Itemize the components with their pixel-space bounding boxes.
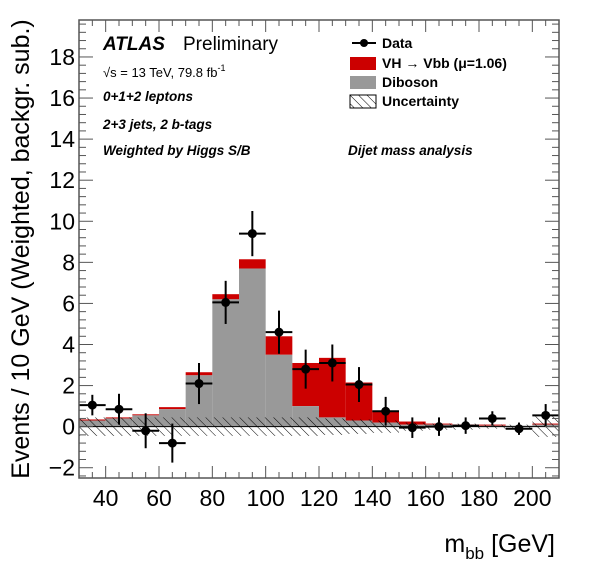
data-point [212,280,239,324]
x-axis-label: mbb [GeV] [444,530,555,563]
y-tick-label: 0 [62,414,75,440]
data-marker [327,358,337,368]
data-point [265,310,293,354]
data-marker [194,379,204,389]
data-marker [434,422,444,432]
legend-item-uncertainty: Uncertainty [349,93,459,109]
x-tick-label: 80 [200,485,226,511]
data-point [345,367,373,403]
histogram-bars [79,259,559,427]
data-point [479,411,506,426]
x-tick-label: 180 [460,485,498,511]
y-tick-label: −2 [49,455,75,481]
x-axis-ticks: 40 60 80 100 120 140 160 180 200 [78,20,560,511]
data-marker [514,424,524,434]
preliminary-label: Preliminary [183,34,279,55]
data-marker [167,438,177,448]
data-marker [87,400,97,410]
data-marker [301,364,311,374]
jets-label: 2+3 jets, 2 b-tags [102,117,213,132]
legend-uncertainty-swatch [349,94,377,109]
channel-label: 0+1+2 leptons [103,89,194,104]
data-point [79,394,106,416]
y-tick-label: 8 [62,249,75,275]
data-marker [274,327,284,337]
data-point [505,422,533,435]
y-tick-label: 16 [49,85,75,111]
data-point [159,423,186,463]
legend-item-data: Data [352,35,413,51]
data-marker [381,406,391,416]
y-tick-label: 12 [49,167,75,193]
data-marker [487,413,497,423]
analysis-label: Dijet mass analysis [348,143,473,158]
vh-bar [159,407,186,410]
svg-text:Diboson: Diboson [382,74,438,90]
data-marker [247,229,257,239]
legend: Data VH → Vbb (μ=1.06) Diboson Uncertain… [349,35,507,109]
y-tick-label: 2 [62,373,75,399]
data-marker [114,404,124,414]
legend-vh-swatch [350,57,376,70]
data-marker [461,421,471,431]
data-marker [141,426,151,436]
data-point [399,417,426,438]
x-tick-label: 120 [300,485,338,511]
x-tick-label: 200 [513,485,551,511]
energy-label: √s = 13 TeV, 79.8 fb-1 [103,63,226,80]
data-point [185,362,213,405]
data-point [132,413,159,449]
vh-bar [239,259,266,269]
data-point [105,393,133,425]
y-tick-label: 4 [62,332,75,358]
data-marker [354,380,364,390]
y-tick-label: 14 [49,126,75,152]
x-tick-label: 140 [353,485,391,511]
legend-item-diboson: Diboson [350,74,438,90]
legend-data-marker [360,39,368,47]
diboson-bar [265,354,293,427]
data-point [319,344,346,382]
y-axis-ticks: −2 0 2 4 6 8 10 12 14 16 18 [49,23,559,481]
data-points [79,211,559,463]
data-marker [541,410,551,420]
x-tick-label: 160 [406,485,444,511]
data-point [239,211,266,257]
data-marker [407,423,417,433]
data-point [292,349,319,389]
y-tick-label: 6 [62,290,75,316]
atlas-label: ATLAS [102,34,165,55]
y-axis-label: Events / 10 GeV (Weighted, backgr. sub.) [7,19,35,479]
x-tick-label: 40 [93,485,119,511]
data-marker [221,297,231,307]
y-tick-label: 18 [49,44,75,70]
y-tick-label: 10 [49,208,75,234]
data-point [372,396,399,426]
data-point [532,404,559,427]
svg-text:Uncertainty: Uncertainty [382,93,459,109]
svg-text:VH → Vbb (μ=1.06): VH → Vbb (μ=1.06) [382,55,507,71]
legend-item-vh: VH → Vbb (μ=1.06) [350,55,507,71]
weighting-label: Weighted by Higgs S/B [103,143,251,158]
x-tick-label: 60 [146,485,172,511]
x-tick-label: 100 [246,485,284,511]
diboson-bar [239,268,266,427]
legend-diboson-swatch [350,76,376,89]
svg-text:Data: Data [382,35,413,51]
data-point [425,417,453,436]
data-point [452,417,479,434]
